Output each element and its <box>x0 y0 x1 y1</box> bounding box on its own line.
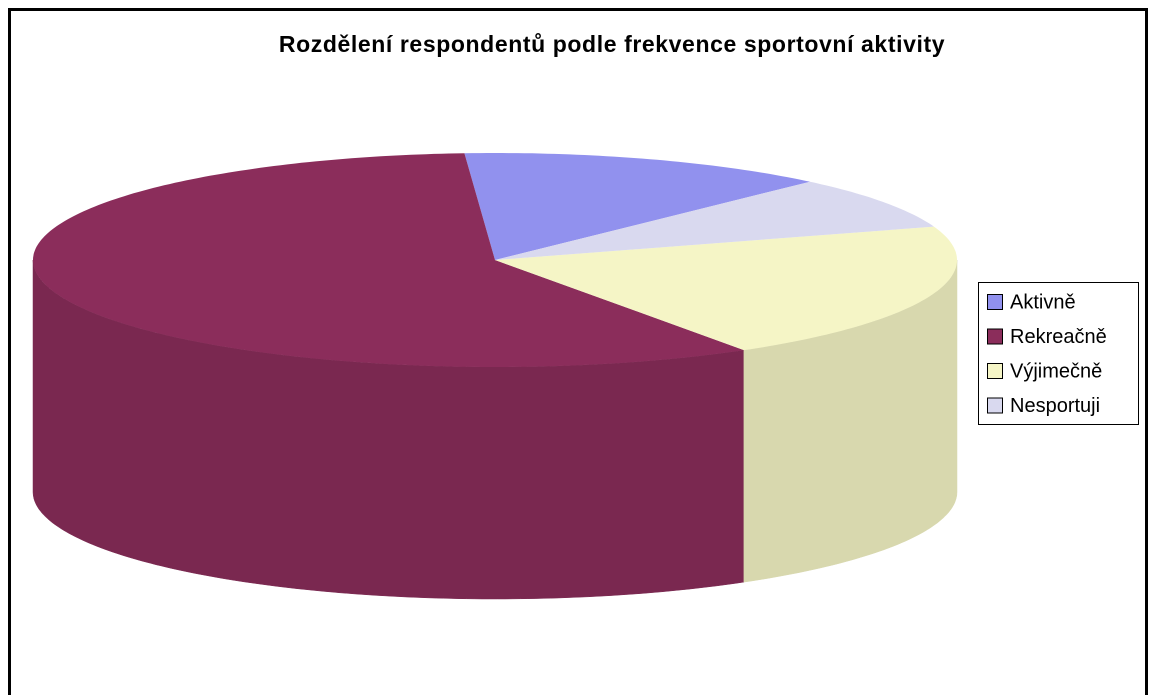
legend-label: Rekreačně <box>1010 326 1107 348</box>
slice-side <box>743 259 958 583</box>
slice <box>464 153 811 260</box>
legend-label: Aktivně <box>1010 291 1076 313</box>
legend-swatch <box>987 328 1003 345</box>
legend <box>978 282 1139 425</box>
slice <box>33 153 744 367</box>
chart-title: Rozdělení respondentů podle frekvence sp… <box>279 31 945 57</box>
slice <box>495 226 957 351</box>
legend-label: Nesportuji <box>1010 395 1100 417</box>
legend-label: Výjimečně <box>1010 360 1102 382</box>
legend-items: Aktivně Rekreačně Výjimečně Nesportuji <box>987 291 1107 417</box>
legend-swatch <box>987 294 1003 310</box>
legend-swatch <box>987 363 1003 379</box>
legend-swatch <box>987 397 1003 414</box>
slice <box>495 181 934 260</box>
pie <box>32 153 958 600</box>
